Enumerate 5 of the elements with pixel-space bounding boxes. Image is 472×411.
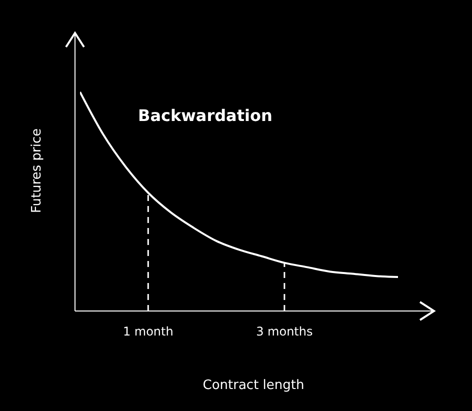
x-axis-title: Contract length: [202, 378, 304, 393]
y-axis-title: Futures price: [30, 128, 45, 213]
x-tick-label: 3 months: [256, 324, 313, 339]
annotation: Backwardation: [138, 106, 272, 125]
x-tick-label: 1 month: [122, 324, 174, 339]
